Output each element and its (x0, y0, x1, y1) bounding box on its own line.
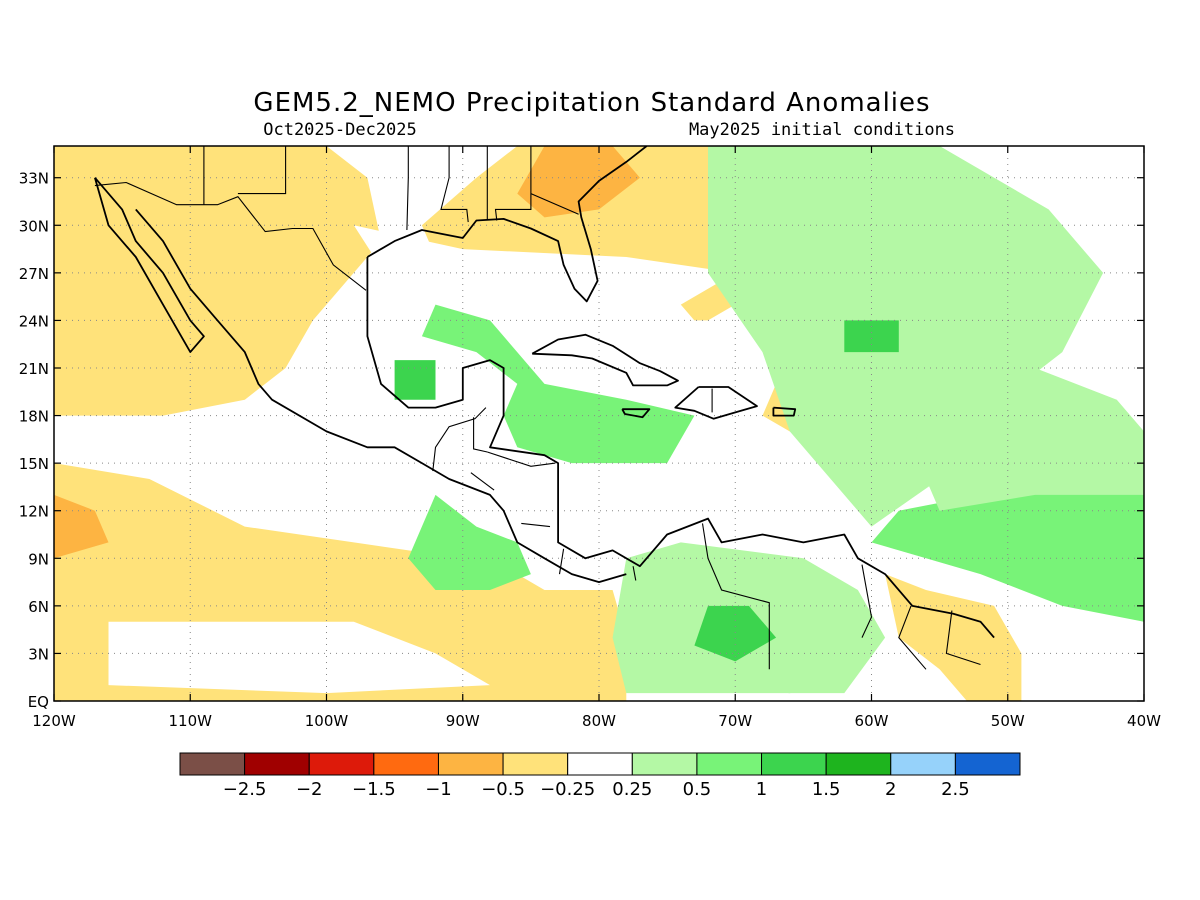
x-tick-label: 90W (446, 712, 480, 730)
y-tick-label: 18N (19, 408, 49, 426)
colorbar-label: −0.5 (481, 779, 525, 800)
border-6 (494, 146, 532, 221)
lat-lon-grid (54, 146, 1144, 701)
anomaly-region-0 (54, 146, 381, 416)
coastline-2 (366, 257, 995, 639)
coastline-6 (621, 408, 651, 419)
colorbar-label: 2 (885, 779, 896, 800)
anomaly-region-17 (871, 479, 1144, 622)
colorbar-label: 1.5 (812, 779, 841, 800)
anomaly-region-20 (394, 360, 436, 400)
border-12 (521, 522, 551, 528)
x-tick-label: 40W (1127, 712, 1161, 730)
coastline-1 (135, 208, 627, 583)
colorbar-swatch (890, 752, 956, 776)
anomaly-region-5 (885, 574, 1022, 701)
colorbar-swatch (825, 752, 892, 776)
border-3 (406, 146, 409, 231)
colorbar-label: −1.5 (352, 779, 396, 800)
x-tick-label: 110W (169, 712, 213, 730)
anomaly-region-10 (54, 494, 109, 559)
border-15 (701, 523, 770, 670)
axis-ticks: 120W 110W 100W 90W 80W 70W 60W 50W 40W EQ 3N 6N 9N 12… (19, 146, 1161, 730)
border-7 (530, 193, 579, 215)
anomaly-region-7 (1075, 146, 1144, 210)
coastline-5 (674, 386, 758, 420)
y-tick-label: 6N (28, 598, 49, 616)
y-tick-label: 15N (19, 455, 49, 473)
y-tick-label: 21N (19, 360, 49, 378)
colorbar-swatch (631, 752, 698, 776)
border-8 (432, 407, 487, 472)
colorbar-label: −0.25 (540, 779, 595, 800)
map-plot-area: 120W 110W 100W 90W 80W 70W 60W 50W 40W EQ 3N 6N 9N 12… (19, 145, 1161, 730)
x-tick-label: 50W (991, 712, 1025, 730)
x-tick-label: 80W (582, 712, 616, 730)
political-borders (94, 146, 981, 670)
y-tick-label: 24N (19, 312, 49, 330)
border-18 (945, 610, 981, 666)
coastline-3 (366, 146, 648, 303)
coastline-4 (531, 333, 679, 387)
colorbar-swatch (437, 752, 504, 776)
anomaly-region-21 (844, 320, 899, 353)
colorbar-swatch (502, 752, 569, 776)
border-14 (632, 566, 637, 581)
border-9 (473, 417, 488, 453)
border-16 (861, 564, 873, 638)
anomaly-region-16 (708, 146, 1104, 527)
anomaly-region-4 (108, 621, 490, 694)
anomaly-region-2 (353, 225, 736, 353)
border-2 (237, 146, 287, 195)
x-tick-label: 60W (855, 712, 889, 730)
colorbar-label: 1 (756, 779, 767, 800)
colorbar-swatch (954, 752, 1021, 776)
border-17 (898, 605, 927, 670)
colorbar-label: −2 (296, 779, 323, 800)
y-tick-label: EQ (28, 693, 49, 711)
colorbar-swatch (179, 752, 246, 776)
colorbar-swatch (567, 752, 633, 776)
anomaly-region-9 (517, 146, 640, 218)
colorbar-swatch (373, 752, 439, 776)
colorbar-swatch (308, 752, 375, 776)
figure-title: GEM5.2_NEMO Precipitation Standard Anoma… (253, 88, 930, 118)
anomaly-region-11 (421, 304, 695, 464)
colorbar-label: −2.5 (223, 779, 267, 800)
y-tick-label: 27N (19, 265, 49, 283)
colorbar-swatch (696, 752, 763, 776)
anomaly-region-12 (408, 494, 531, 590)
y-tick-label: 3N (28, 645, 49, 663)
y-tick-label: 12N (19, 503, 49, 521)
colorbar-label: 0.5 (683, 779, 712, 800)
y-tick-label: 33N (19, 170, 49, 188)
border-0 (94, 181, 367, 291)
x-tick-label: 120W (32, 712, 76, 730)
y-tick-label: 30N (19, 217, 49, 235)
anomaly-region-18 (912, 352, 1144, 511)
initial-conditions: May2025 initial conditions (689, 120, 955, 140)
colorbar-label: 2.5 (941, 779, 970, 800)
border-11 (487, 451, 556, 467)
colorbar-swatch (761, 752, 827, 776)
coastlines (94, 146, 995, 639)
border-13 (558, 548, 565, 575)
y-tick-label: 9N (28, 550, 49, 568)
forecast-period: Oct2025-Dec2025 (263, 120, 417, 140)
x-tick-label: 70W (718, 712, 752, 730)
coastline-7 (772, 406, 797, 417)
colorbar: −2.5 −2 −1.5 −1 −0.5 −0.25 0.25 0.5 1 1.5 2 2.5 (179, 752, 1021, 800)
anomaly-region-19 (694, 605, 777, 662)
colorbar-swatch (244, 752, 310, 776)
colorbar-label: 0.25 (612, 779, 652, 800)
coastline-0 (94, 177, 205, 354)
anomaly-shading (54, 146, 1144, 701)
border-10 (470, 472, 495, 491)
x-tick-label: 100W (305, 712, 349, 730)
colorbar-label: −1 (425, 779, 452, 800)
border-4 (440, 146, 469, 223)
